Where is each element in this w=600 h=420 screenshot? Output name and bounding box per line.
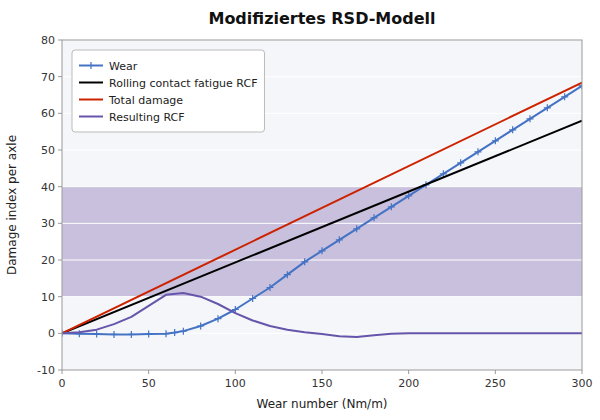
x-tick-label: 250 bbox=[485, 377, 506, 390]
y-tick-label: 70 bbox=[41, 71, 55, 84]
grid-line bbox=[62, 186, 582, 187]
x-tick-label: 300 bbox=[572, 377, 593, 390]
grid-line bbox=[62, 223, 582, 224]
y-tick-label: 40 bbox=[41, 181, 55, 194]
grid-line bbox=[62, 260, 582, 261]
x-tick-label: 150 bbox=[312, 377, 333, 390]
plot-frame bbox=[62, 40, 582, 370]
series-marker bbox=[492, 137, 499, 144]
series-marker bbox=[301, 258, 308, 265]
series-marker bbox=[561, 93, 568, 100]
y-tick-label: 30 bbox=[41, 217, 55, 230]
series-line bbox=[62, 86, 582, 335]
legend-item: Total damage bbox=[79, 94, 183, 107]
chart: -10 0 10 20 30 40 50 60 70 80 0 50 100 150 200 250 300 We… bbox=[0, 0, 600, 420]
series-marker bbox=[197, 323, 204, 330]
legend-item: Rolling contact fatigue RCF bbox=[79, 77, 257, 90]
y-tick-label: -10 bbox=[37, 364, 55, 377]
series-marker bbox=[180, 328, 187, 335]
series-marker bbox=[145, 331, 152, 338]
y-tick bbox=[58, 223, 62, 224]
series-marker bbox=[475, 148, 482, 155]
series-marker bbox=[544, 104, 551, 111]
y-axis: -10 0 10 20 30 40 50 60 70 80 bbox=[37, 34, 62, 377]
y-tick-label: 50 bbox=[41, 144, 55, 157]
y-tick-label: 10 bbox=[41, 291, 55, 304]
grid-line bbox=[62, 150, 582, 151]
x-tick bbox=[235, 370, 236, 374]
series-marker bbox=[267, 284, 274, 291]
y-tick bbox=[58, 186, 62, 187]
series bbox=[62, 293, 582, 337]
series-marker bbox=[171, 329, 178, 336]
legend-label: Wear bbox=[109, 60, 138, 73]
x-tick bbox=[495, 370, 496, 374]
y-tick bbox=[58, 150, 62, 151]
series bbox=[62, 121, 582, 334]
series-marker bbox=[388, 203, 395, 210]
legend-label: Rolling contact fatigue RCF bbox=[109, 77, 257, 90]
series-line bbox=[62, 121, 582, 334]
series-line bbox=[62, 83, 582, 334]
y-tick-label: 0 bbox=[48, 327, 55, 340]
x-tick-label: 100 bbox=[225, 377, 246, 390]
series-marker bbox=[371, 214, 378, 221]
title: Modifiziertes RSD-Modell bbox=[208, 9, 435, 28]
x-tick bbox=[148, 370, 149, 374]
y-tick-label: 80 bbox=[41, 34, 55, 47]
legend-item: Wear bbox=[79, 60, 138, 73]
x-axis: 0 50 100 150 200 250 300 bbox=[59, 370, 593, 390]
series-marker bbox=[163, 330, 170, 337]
y-tick-label: 60 bbox=[41, 107, 55, 120]
legend-item: Resulting RCF bbox=[79, 111, 185, 124]
series-marker bbox=[336, 236, 343, 243]
series-marker bbox=[249, 295, 256, 302]
x-tick bbox=[408, 370, 409, 374]
series-marker bbox=[215, 315, 222, 322]
series-line bbox=[62, 293, 582, 337]
legend-label: Resulting RCF bbox=[109, 111, 185, 124]
legend-label: Total damage bbox=[108, 94, 183, 107]
series-marker bbox=[93, 331, 100, 338]
x-tick-label: 50 bbox=[142, 377, 156, 390]
y-tick bbox=[58, 333, 62, 334]
series-marker bbox=[319, 247, 326, 254]
series-marker bbox=[457, 159, 464, 166]
x-axis-label: Wear number (Nm/m) bbox=[256, 397, 387, 411]
y-tick bbox=[58, 370, 62, 371]
series-marker bbox=[509, 126, 516, 133]
y-tick bbox=[58, 76, 62, 77]
x-tick-label: 200 bbox=[398, 377, 419, 390]
y-tick bbox=[58, 113, 62, 114]
y-tick-label: 20 bbox=[41, 254, 55, 267]
grid bbox=[62, 40, 582, 370]
series-marker bbox=[128, 331, 135, 338]
legend: Wear Rolling contact fatigue RCF Total dam… bbox=[72, 50, 264, 132]
series bbox=[62, 83, 582, 334]
y-tick bbox=[58, 40, 62, 41]
x-tick bbox=[62, 370, 63, 374]
series-marker bbox=[353, 225, 360, 232]
legend-box bbox=[72, 50, 264, 132]
plot-background bbox=[62, 40, 582, 370]
y-tick bbox=[58, 296, 62, 297]
legend-swatch bbox=[79, 82, 103, 84]
series-marker bbox=[284, 271, 291, 278]
legend-swatch bbox=[79, 116, 103, 118]
legend-swatch bbox=[79, 99, 103, 101]
x-tick bbox=[582, 370, 583, 374]
legend-marker bbox=[88, 62, 95, 69]
series-marker bbox=[111, 331, 118, 338]
series-marker bbox=[527, 115, 534, 122]
x-tick-label: 0 bbox=[59, 377, 66, 390]
y-axis-label: Damage index per axle bbox=[5, 135, 19, 275]
series bbox=[62, 82, 582, 338]
x-tick bbox=[322, 370, 323, 374]
band bbox=[62, 187, 582, 297]
plot-area bbox=[62, 40, 582, 370]
y-tick bbox=[58, 260, 62, 261]
